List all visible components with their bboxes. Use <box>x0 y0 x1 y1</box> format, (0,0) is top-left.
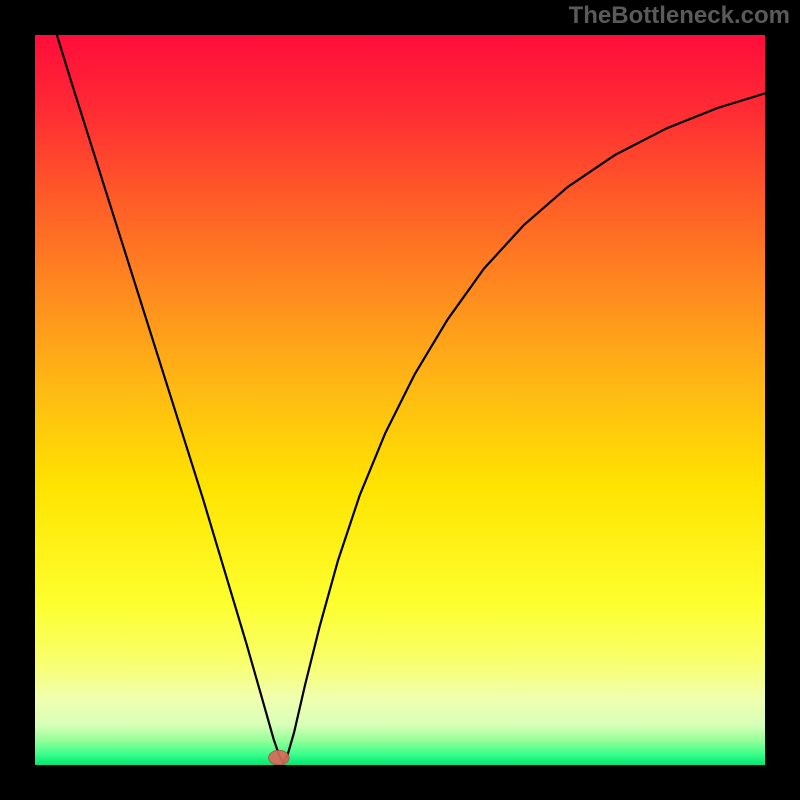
chart-container: TheBottleneck.com <box>0 0 800 800</box>
watermark-text: TheBottleneck.com <box>569 2 790 30</box>
plot-area <box>35 35 765 765</box>
minimum-marker <box>269 750 289 765</box>
curve-overlay <box>35 35 765 765</box>
bottleneck-curve <box>57 35 765 763</box>
